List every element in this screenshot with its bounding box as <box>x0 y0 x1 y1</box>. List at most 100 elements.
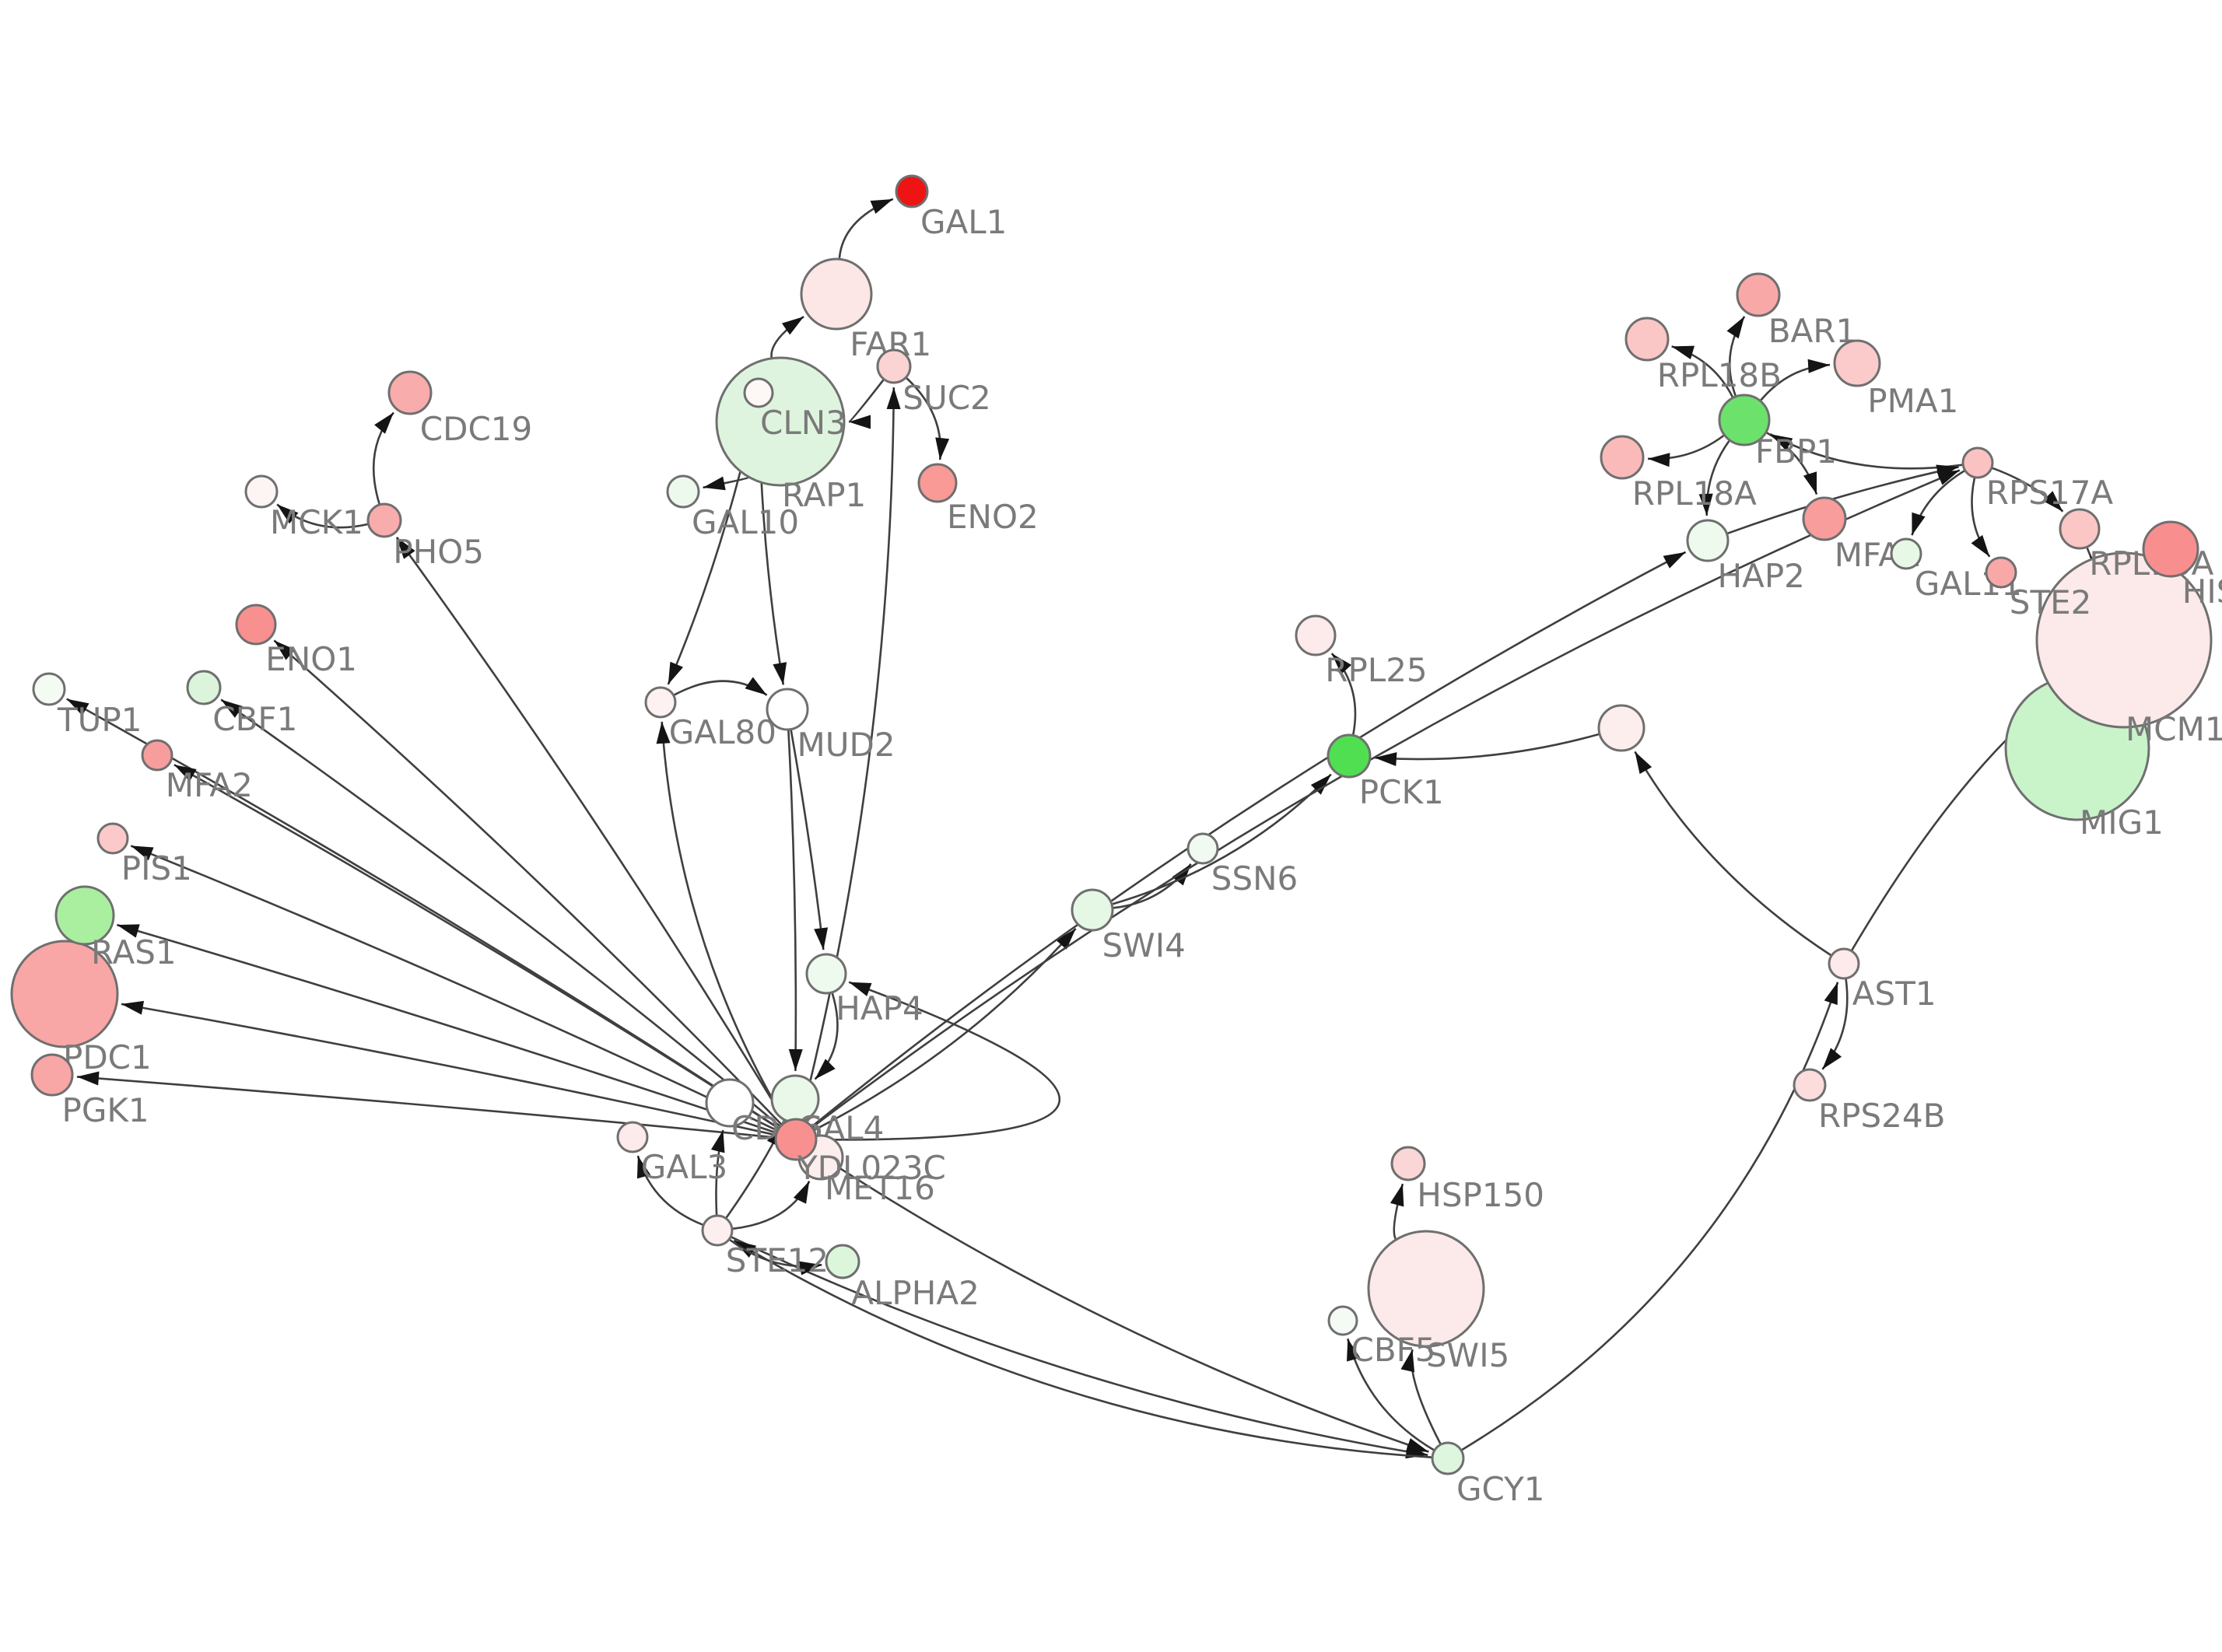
node-BAR1[interactable] <box>1736 272 1781 317</box>
edge-RPS17A-GAL11[interactable] <box>1911 470 1965 536</box>
edge-YDL023C-MFA2[interactable] <box>173 764 780 1129</box>
edge-GCY1-CBF5[interactable] <box>1347 1338 1435 1451</box>
edge-FBP1-BAR1[interactable] <box>1726 316 1746 397</box>
node-FBP1[interactable] <box>1718 394 1771 446</box>
edge-PHO5-CDC19[interactable] <box>372 411 394 505</box>
edge-YDL023C-PGK1[interactable] <box>76 1071 776 1139</box>
edge-YDL023C-GAL80[interactable] <box>656 721 787 1122</box>
node-MFA2[interactable] <box>141 739 173 772</box>
node-RPL18B[interactable] <box>1624 317 1670 362</box>
node-RPL18A[interactable] <box>1600 435 1645 480</box>
node-ALPHA2[interactable] <box>825 1244 860 1279</box>
node-SWI4[interactable] <box>1071 888 1114 932</box>
node-CDC6[interactable] <box>705 1078 755 1128</box>
edge-STE12-MET16[interactable] <box>732 1181 811 1230</box>
edge-YDL023C-PDC1[interactable] <box>121 1000 776 1136</box>
edge-GAL80-MUD2[interactable] <box>673 677 768 696</box>
node-GCY1[interactable] <box>1431 1441 1465 1475</box>
node-MUD2[interactable] <box>766 688 809 731</box>
node-PMA1[interactable] <box>1833 339 1881 387</box>
edge-AST1-UNNAMED[interactable] <box>1634 751 1832 957</box>
node-CBF5[interactable] <box>1327 1305 1358 1336</box>
edge-STE12-GAL3[interactable] <box>636 1155 703 1226</box>
node-HAP4[interactable] <box>805 953 847 995</box>
node-PIS1[interactable] <box>96 822 129 855</box>
edge-AST1-RPS24B[interactable] <box>1821 978 1849 1070</box>
node-GAL80[interactable] <box>644 686 677 719</box>
edge-FBP1-MFA1[interactable] <box>1766 432 1818 495</box>
edge-SUC2-CLN3[interactable] <box>848 379 885 429</box>
edge-FBP1-RPL18A[interactable] <box>1647 434 1725 467</box>
node-CLN3[interactable] <box>715 356 846 487</box>
edge-STE12-ALPHA2[interactable] <box>729 1238 822 1276</box>
edge-YDL023C-CBF1[interactable] <box>220 698 781 1127</box>
node-GAL3[interactable] <box>616 1121 649 1153</box>
node-MCM1[interactable] <box>2035 551 2213 729</box>
node-HAP2[interactable] <box>1686 519 1730 562</box>
node-HSP150[interactable] <box>1390 1146 1426 1181</box>
edge-CLN3-FAR1[interactable] <box>770 316 804 358</box>
node-STE2[interactable] <box>1985 556 2017 589</box>
edge-MUD2-HAP4[interactable] <box>790 730 829 950</box>
edge-STE12-GCY1[interactable] <box>731 1236 1428 1459</box>
edge-YDL023C-TUP1[interactable] <box>66 698 780 1129</box>
node-RAS1[interactable] <box>54 885 115 946</box>
edge-RPS17A-FBP1[interactable] <box>1769 433 1963 470</box>
node-PDC1[interactable] <box>10 940 119 1048</box>
edge-YDL023C-PIS1[interactable] <box>130 845 778 1132</box>
node-RPL25[interactable] <box>1295 614 1337 656</box>
node-RAP1[interactable] <box>743 377 774 408</box>
node-CBF1[interactable] <box>186 670 222 705</box>
edge-STE12-CDC6[interactable] <box>710 1129 725 1216</box>
edge-SWI4-PCK1[interactable] <box>1112 773 1332 905</box>
edge-MUD2-GAL4[interactable] <box>787 730 803 1072</box>
edge-FAR1-GAL1[interactable] <box>838 198 894 259</box>
node-PCK1[interactable] <box>1327 733 1372 779</box>
edge-HAP2-RPS17A[interactable] <box>1726 464 1959 535</box>
node-GAL10[interactable] <box>666 474 700 509</box>
edge-GCY1-AST1[interactable] <box>1461 982 1839 1451</box>
edge-HAP4-GAL4[interactable] <box>814 992 839 1080</box>
edge-YDL023C-SUC2[interactable] <box>800 387 901 1120</box>
node-AST1[interactable] <box>1828 947 1860 980</box>
node-GAL1[interactable] <box>895 174 929 208</box>
edge-RPS17A-STE2[interactable] <box>1971 478 1991 558</box>
node-GAL4[interactable] <box>770 1074 820 1124</box>
edge-CLN3-GAL10[interactable] <box>703 476 749 491</box>
node-unnamed[interactable] <box>1597 704 1645 752</box>
node-RPL16A[interactable] <box>2059 508 2101 550</box>
node-RPS17A[interactable] <box>1961 446 1994 479</box>
edge-YDL023C-RPS17A[interactable] <box>811 469 1961 1128</box>
edge-SUC2-ENO2[interactable] <box>906 377 950 460</box>
edge-PCK1-RPL25[interactable] <box>1330 653 1357 735</box>
edge-FBP1-RPL18B[interactable] <box>1671 345 1734 398</box>
node-PGK1[interactable] <box>30 1053 74 1097</box>
node-YDL023C[interactable] <box>774 1118 818 1161</box>
edge-FBP1-HAP2[interactable] <box>1698 439 1730 516</box>
edge-YDL023C-HAP4[interactable] <box>816 981 1060 1141</box>
node-FAR1[interactable] <box>800 257 873 331</box>
edge-GCY1-STE12[interactable] <box>733 1239 1432 1458</box>
node-MFA1[interactable] <box>1802 496 1847 541</box>
edge-YDL023C-RAS1[interactable] <box>116 923 776 1134</box>
node-SWI5[interactable] <box>1367 1230 1485 1348</box>
node-TUP1[interactable] <box>32 672 66 706</box>
edge-SWI5-HSP150[interactable] <box>1390 1183 1404 1240</box>
edge-RPS17A-RPL16A[interactable] <box>1992 467 2064 513</box>
edge-FBP1-PMA1[interactable] <box>1760 359 1831 401</box>
node-STE12[interactable] <box>701 1214 734 1247</box>
node-PHO5[interactable] <box>366 502 402 538</box>
edge-YDL023C-GCY1[interactable] <box>812 1150 1429 1453</box>
edge-PHO5-MCK1[interactable] <box>276 503 368 529</box>
node-RPS24B[interactable] <box>1793 1068 1827 1102</box>
node-SUC2[interactable] <box>876 348 912 384</box>
node-MCK1[interactable] <box>244 474 279 509</box>
node-ENO2[interactable] <box>917 463 958 503</box>
node-HIS4[interactable] <box>2142 520 2199 578</box>
node-SSN6[interactable] <box>1186 832 1219 865</box>
node-GAL11[interactable] <box>1890 537 1922 570</box>
node-CDC19[interactable] <box>387 370 433 415</box>
edge-UNNAMED-PCK1[interactable] <box>1374 733 1600 767</box>
